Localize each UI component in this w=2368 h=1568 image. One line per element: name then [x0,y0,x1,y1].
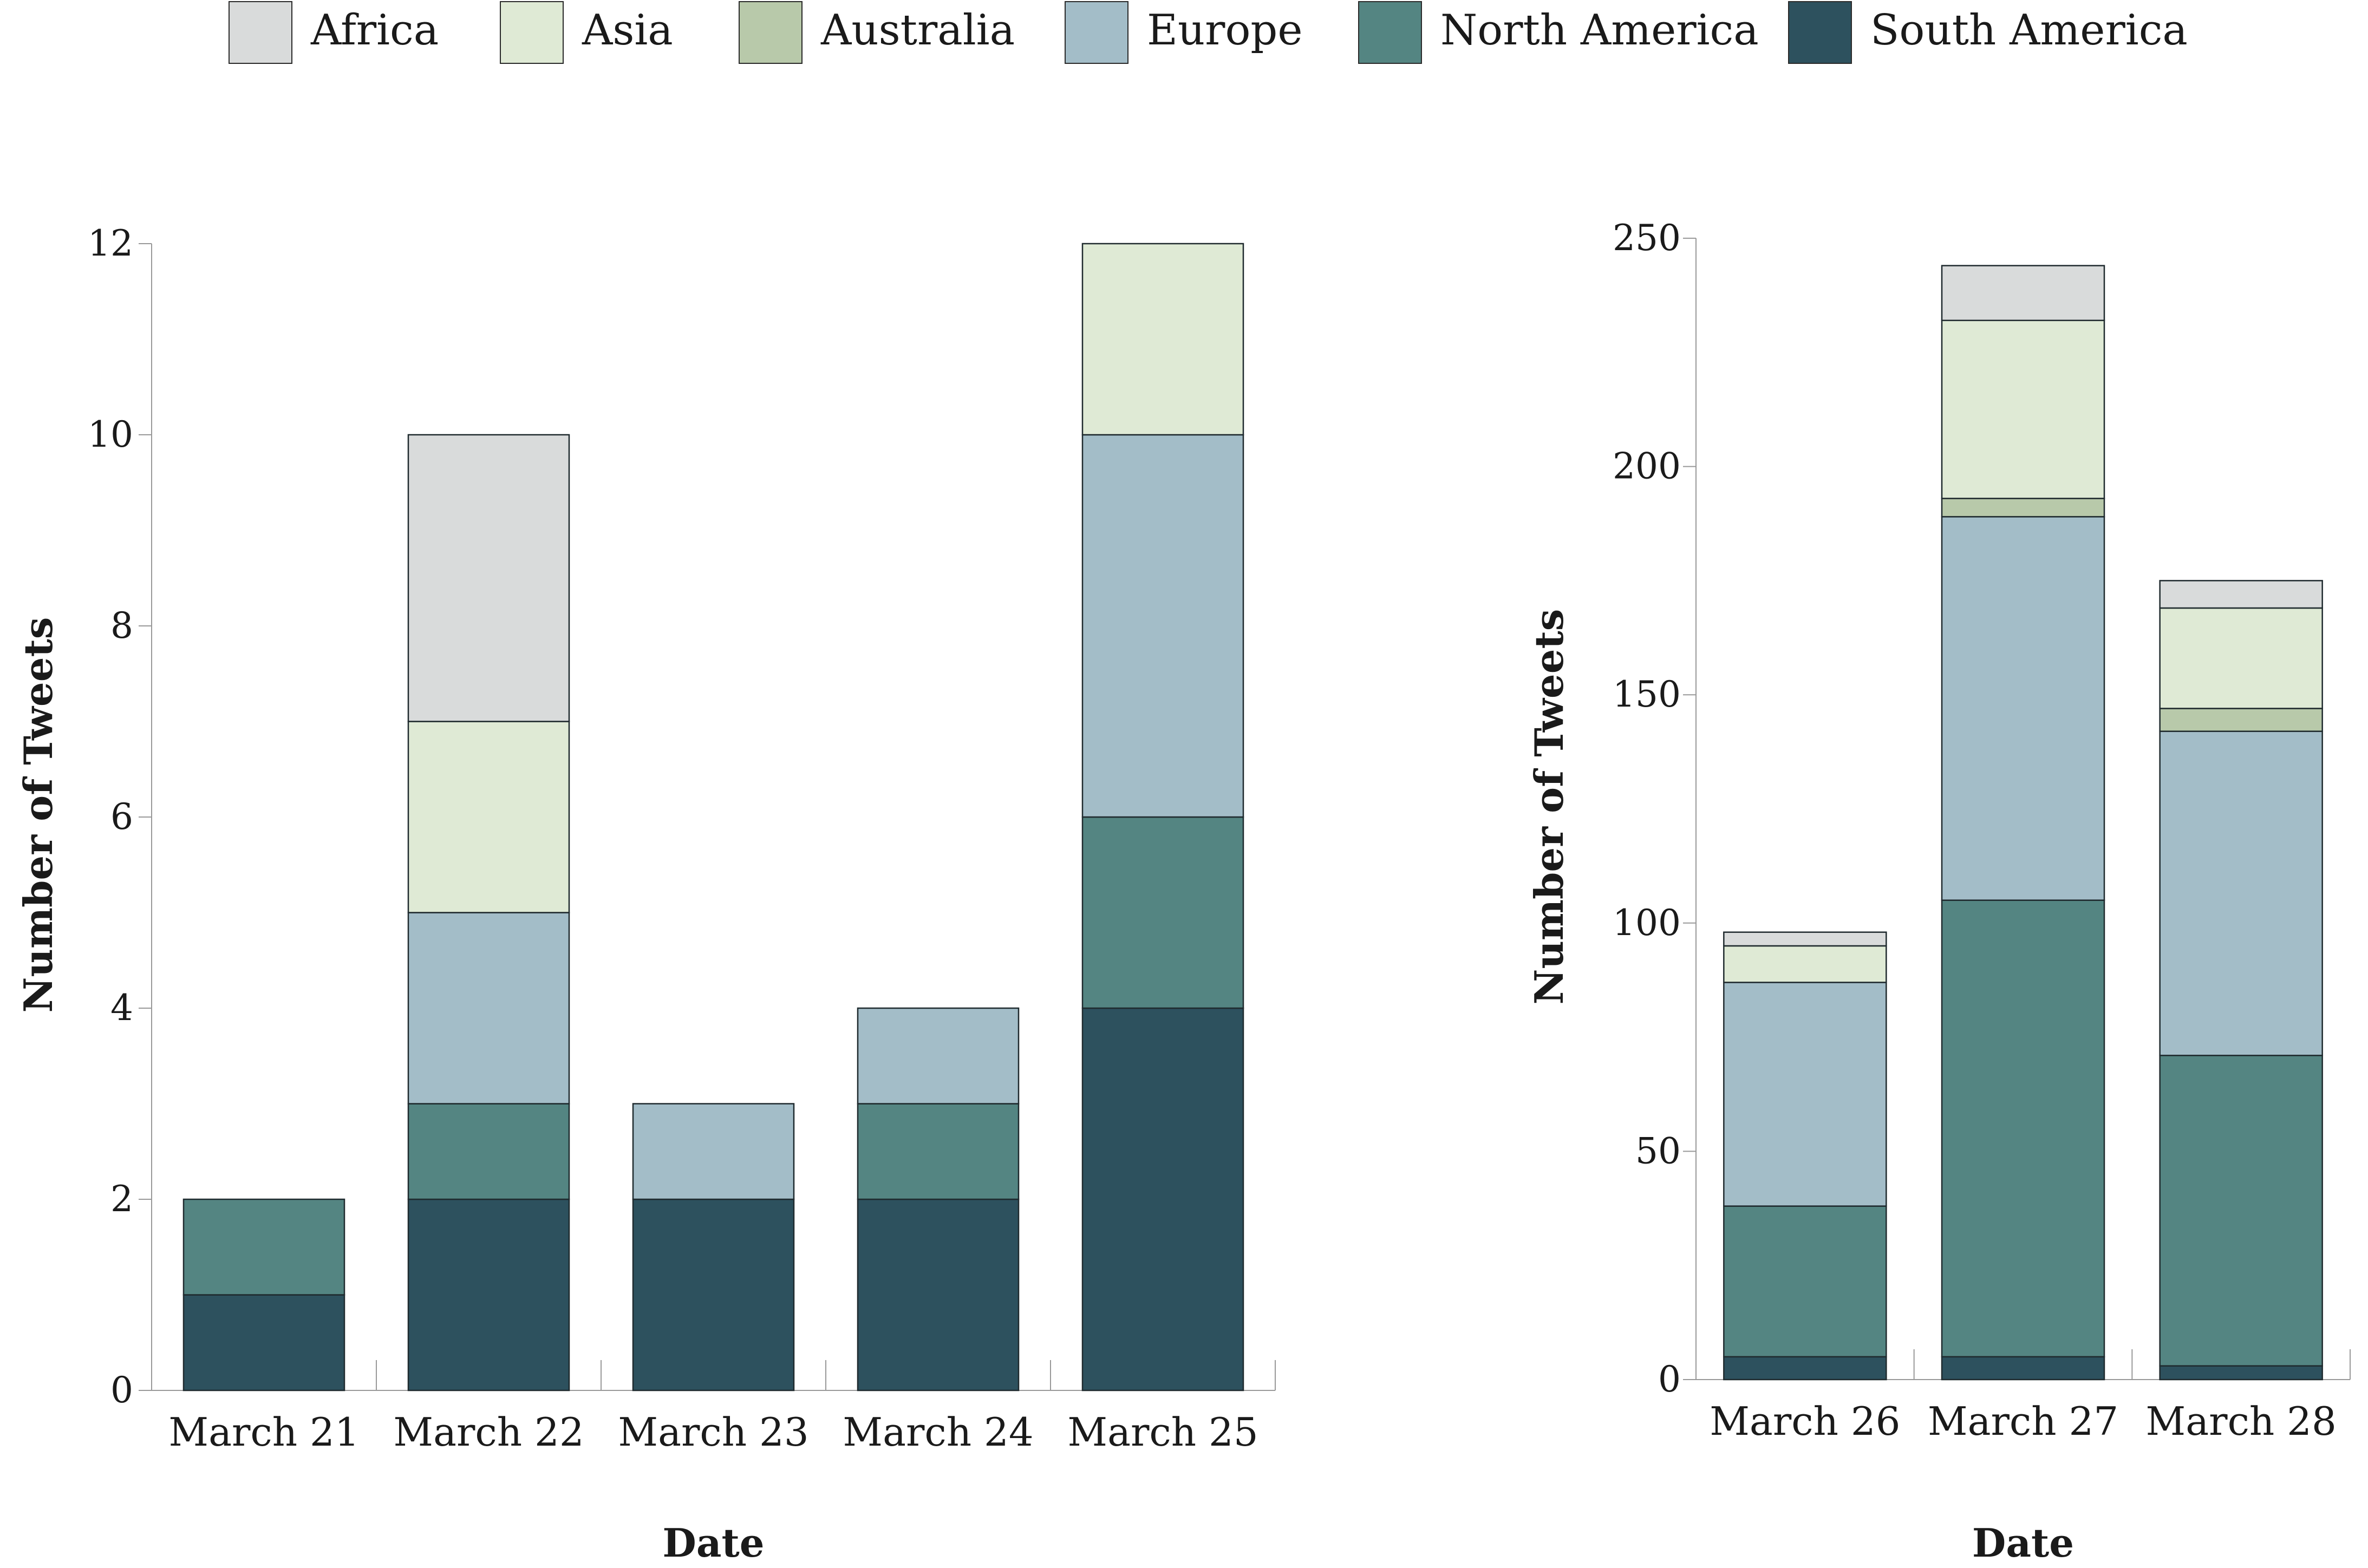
legend-label-north-america: North America [1440,6,1759,55]
bar-march-27-south-america[interactable] [1941,1356,2105,1381]
y-tick-label: 0 [110,1369,133,1411]
legend-swatch-africa [229,1,292,64]
y-tick-label: 50 [1635,1130,1681,1172]
bar-march-28-europe[interactable] [2159,730,2323,1056]
x-tick-label-march-24: March 24 [843,1409,1033,1455]
bar-march-26-europe[interactable] [1723,982,1887,1207]
chart-panel-1: 0 2 4 6 8 10 12 March 21 March 22 March 23 March 2… [15,223,1276,1566]
bar-march-28-asia[interactable] [2159,607,2323,709]
x-tick-label-march-23: March 23 [618,1409,808,1455]
y-tick-label: 200 [1613,446,1681,487]
y-tick-label: 150 [1613,674,1681,715]
bar-march-21-south-america[interactable] [182,1294,345,1391]
x-tick-label-march-27: March 27 [1928,1399,2118,1444]
bar-march-25-asia[interactable] [1081,243,1244,436]
y-tick-label: 100 [1613,902,1681,944]
x-tick-label-march-22: March 22 [393,1409,584,1455]
legend-label-africa: Africa [311,6,439,55]
legend-swatch-south-america [1788,1,1852,64]
bar-march-26-north-america[interactable] [1723,1205,1887,1358]
bar-march-27-asia[interactable] [1941,319,2105,499]
y-tick-label: 0 [1658,1358,1681,1400]
bar-march-28-south-america[interactable] [2159,1365,2323,1381]
legend-swatch-asia [500,1,564,64]
bar-march-27-europe[interactable] [1941,516,2105,901]
legend: Africa Asia Australia Europe North Ameri… [0,0,2368,65]
x-tick-label-march-28: March 28 [2146,1399,2337,1444]
legend-label-asia: Asia [582,6,673,55]
bar-march-22-north-america[interactable] [407,1103,570,1200]
bar-march-26-africa[interactable] [1723,931,1887,947]
bar-march-22-asia[interactable] [407,721,570,913]
bar-march-25-south-america[interactable] [1081,1007,1244,1391]
y-tick-label: 2 [110,1178,133,1220]
y-tick-label: 4 [110,987,133,1029]
x-tick-label-march-25: March 25 [1067,1409,1258,1455]
bar-march-28-north-america[interactable] [2159,1055,2323,1367]
bar-march-26-asia[interactable] [1723,945,1887,983]
y-axis-title: Number of Tweets [1526,609,1572,1005]
legend-swatch-australia [739,1,803,64]
bar-march-22-africa[interactable] [407,434,570,722]
bar-march-24-north-america[interactable] [857,1103,1020,1200]
bar-march-26-south-america[interactable] [1723,1356,1887,1381]
bar-march-28-australia[interactable] [2159,708,2323,732]
bar-march-27-north-america[interactable] [1941,899,2105,1358]
bar-march-28-africa[interactable] [2159,580,2323,609]
legend-swatch-europe [1065,1,1128,64]
bar-march-24-south-america[interactable] [857,1198,1020,1391]
y-tick-label: 12 [88,223,133,264]
bar-march-24-europe[interactable] [857,1007,1020,1105]
bar-march-27-africa[interactable] [1941,265,2105,322]
bar-march-23-south-america[interactable] [632,1198,795,1391]
x-axis-title: Date [1972,1520,2074,1566]
y-axis-title: Number of Tweets [15,617,61,1013]
bar-march-25-north-america[interactable] [1081,816,1244,1009]
x-tick-label-march-21: March 21 [168,1409,359,1455]
y-tick-label: 10 [88,414,133,455]
legend-swatch-north-america [1358,1,1422,64]
y-tick-label: 250 [1613,217,1681,259]
bar-march-27-australia[interactable] [1941,498,2105,518]
bar-march-22-europe[interactable] [407,912,570,1105]
y-tick-label: 6 [110,796,133,838]
legend-label-south-america: South America [1870,6,2188,55]
legend-label-australia: Australia [821,6,1015,55]
bar-march-25-europe[interactable] [1081,434,1244,818]
bar-march-22-south-america[interactable] [407,1198,570,1391]
chart-panel-2: 0 50 100 150 200 250 March 26 March 27 March 28 D… [1526,217,2351,1566]
y-tick-label: 8 [110,605,133,646]
legend-label-europe: Europe [1147,6,1303,55]
x-tick-label-march-26: March 26 [1710,1399,1900,1444]
bar-march-21-north-america[interactable] [182,1198,345,1296]
bar-march-23-europe[interactable] [632,1103,795,1200]
x-axis-title: Date [662,1520,764,1566]
